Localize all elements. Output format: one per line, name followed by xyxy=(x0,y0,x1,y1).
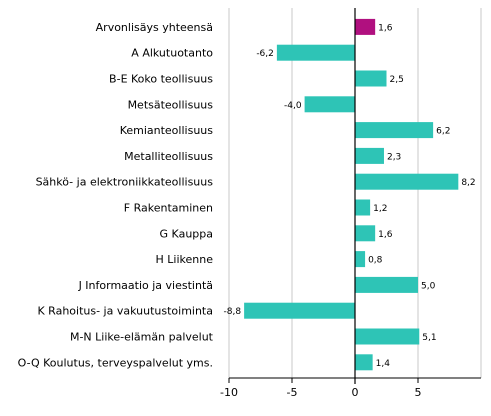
category-label-4: Kemianteollisuus xyxy=(120,124,214,137)
value-label-11: -8,8 xyxy=(224,307,242,317)
category-label-5: Metalliteollisuus xyxy=(124,150,213,163)
bar-4 xyxy=(355,122,434,139)
value-label-12: 5,1 xyxy=(422,333,436,343)
bar-13 xyxy=(355,354,373,371)
category-label-10: J Informaatio ja viestintä xyxy=(78,279,213,292)
bar-0 xyxy=(355,18,376,35)
x-tick-label-2: 0 xyxy=(352,386,359,399)
value-label-13: 1,4 xyxy=(376,359,391,369)
category-label-3: Metsäteollisuus xyxy=(128,98,214,111)
category-label-7: F Rakentaminen xyxy=(124,202,213,215)
category-label-13: O-Q Koulutus, terveyspalvelut yms. xyxy=(18,356,213,369)
value-label-10: 5,0 xyxy=(421,281,436,291)
bar-8 xyxy=(355,225,376,242)
bar-9 xyxy=(355,251,366,268)
bar-1 xyxy=(276,44,355,61)
category-label-9: H Liikenne xyxy=(156,253,214,266)
bar-11 xyxy=(244,302,355,319)
value-label-1: -6,2 xyxy=(256,49,274,59)
value-label-6: 8,2 xyxy=(461,178,475,188)
bar-6 xyxy=(355,173,459,190)
category-label-11: K Rahoitus- ja vakuutustoiminta xyxy=(37,305,213,318)
category-labels: Arvonlisäys yhteensä A Alkutuotanto B-E Ko… xyxy=(18,21,214,369)
bar-12 xyxy=(355,328,420,345)
value-label-3: -4,0 xyxy=(284,101,302,111)
category-label-8: G Kauppa xyxy=(160,227,213,240)
x-tick-label-1: -5 xyxy=(287,386,298,399)
value-label-5: 2,3 xyxy=(387,152,401,162)
value-label-8: 1,6 xyxy=(378,230,393,240)
category-label-2: B-E Koko teollisuus xyxy=(109,73,213,86)
value-label-0: 1,6 xyxy=(378,23,393,33)
bar-10 xyxy=(355,276,418,293)
bars xyxy=(244,18,459,371)
value-label-7: 1,2 xyxy=(373,204,387,214)
x-tick-label-3: 5 xyxy=(415,386,422,399)
value-label-9: 0,8 xyxy=(368,256,383,266)
bar-3 xyxy=(304,96,355,113)
category-label-1: A Alkutuotanto xyxy=(131,47,213,60)
bar-5 xyxy=(355,147,384,164)
x-axis: -10 -5 0 5 xyxy=(220,8,481,399)
bar-7 xyxy=(355,199,371,216)
bar-2 xyxy=(355,70,387,87)
value-label-2: 2,5 xyxy=(390,75,404,85)
value-label-4: 6,2 xyxy=(436,127,450,137)
value-labels: 1,6 -6,2 2,5 -4,0 6,2 2,3 8,2 1,2 1,6 0,8 5,0 -8,8 5… xyxy=(224,23,476,368)
category-label-6: Sähkö- ja elektroniikkateollisuus xyxy=(36,176,214,189)
category-label-0: Arvonlisäys yhteensä xyxy=(96,21,213,34)
x-tick-label-0: -10 xyxy=(220,386,238,399)
category-label-12: M-N Liike-elämän palvelut xyxy=(70,331,214,344)
